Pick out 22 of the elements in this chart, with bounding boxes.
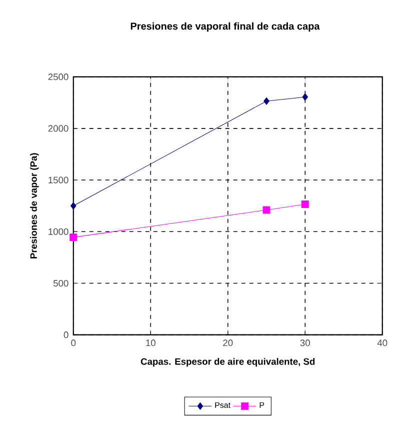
x-tick-label: 10 bbox=[146, 340, 156, 346]
point bbox=[302, 93, 308, 101]
y-tick-label: 1000 bbox=[48, 228, 68, 235]
legend-label: Psat bbox=[215, 402, 230, 408]
point bbox=[70, 234, 78, 242]
point bbox=[262, 206, 270, 214]
chart-title: Presiones de vaporal final de cada capa bbox=[130, 22, 320, 32]
x-axis-title: Capas. Espesor de aire equivalente, Sd bbox=[140, 358, 315, 367]
y-tick-label: 1500 bbox=[48, 176, 68, 184]
y-tick-label: 0 bbox=[64, 332, 68, 338]
y-tick-label: 2500 bbox=[48, 74, 68, 80]
point bbox=[264, 97, 270, 105]
x-tick-label: 0 bbox=[71, 340, 76, 346]
legend-label: P bbox=[260, 402, 264, 408]
y-tick-label: 500 bbox=[53, 280, 68, 287]
x-tick-label: 30 bbox=[300, 340, 310, 346]
x-tick-label: 40 bbox=[377, 340, 388, 346]
y-axis-title: Presiones de vapor (Pa) bbox=[30, 153, 39, 258]
y-tick-label: 2000 bbox=[48, 125, 68, 132]
x-tick-label: 20 bbox=[223, 340, 233, 346]
point bbox=[70, 202, 76, 210]
point bbox=[301, 200, 309, 208]
